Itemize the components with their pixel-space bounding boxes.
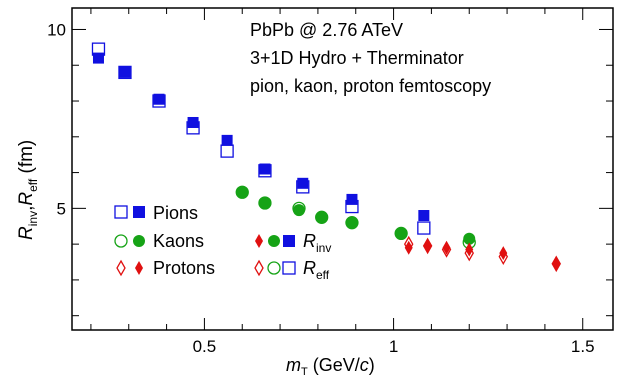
y-tick-label: 5 (57, 199, 66, 218)
legend-reff-kaon-marker (267, 261, 281, 275)
y-axis-label-r1-sub: inv (26, 211, 40, 226)
proton-rinv-point (499, 246, 508, 261)
pion-rinv-point (259, 163, 271, 175)
legend-kaon-open-marker (114, 234, 128, 248)
x-tick-label: 1.5 (571, 337, 595, 356)
y-axis-label-r1: R (16, 226, 37, 240)
kaon-rinv-point (395, 227, 408, 240)
pion-reff-point (417, 221, 431, 235)
pion-rinv-point (119, 66, 131, 78)
legend-rinv-main: R (303, 231, 316, 251)
pion-rinv-point (418, 210, 430, 222)
legend-rinv-pion-marker (283, 235, 295, 247)
y-axis-label-r2-sub: eff (26, 178, 40, 192)
legend: Pions Kaons Protons Rinv Reff (114, 203, 331, 282)
kaon-rinv-point (345, 216, 358, 229)
legend-kaon-filled-marker (133, 235, 145, 247)
kaon-rinv-point (236, 186, 249, 199)
legend-proton-filled-marker (135, 261, 143, 275)
legend-reff-pion-marker (282, 261, 296, 275)
x-axis-label: mT (GeV/c) (286, 355, 375, 378)
kaon-rinv-point (292, 204, 305, 217)
axis-ticks (72, 8, 613, 330)
x-axis-label-sub: T (301, 366, 308, 378)
y-axis-label: Rinv,Reff (fm) (16, 140, 40, 240)
x-axis-label-unit: (GeV/ (308, 355, 360, 375)
y-axis-label-unit: (fm) (16, 140, 37, 179)
kaon-rinv-point (258, 196, 271, 209)
y-tick-label: 10 (47, 20, 66, 39)
legend-rinv-kaon-marker (268, 235, 280, 247)
pion-rinv-point (221, 134, 233, 146)
x-tick-label: 0.5 (193, 337, 217, 356)
legend-reff-sub: eff (316, 268, 330, 282)
proton-rinv-point (552, 256, 561, 271)
x-tick-label: 1 (389, 337, 398, 356)
y-axis-label-sep: , (16, 206, 37, 211)
x-axis-label-unit-end: ) (369, 355, 375, 375)
annotation-model: 3+1D Hydro + Therminator (250, 48, 464, 68)
y-axis-label-r2: R (16, 192, 37, 206)
pion-rinv-point (153, 93, 165, 105)
pion-reff-point (118, 65, 132, 80)
legend-reff-label: Reff (303, 258, 330, 282)
legend-pion-filled-marker (133, 206, 145, 218)
legend-reff-main: R (303, 258, 316, 278)
x-axis-label-unit-var: c (360, 355, 369, 375)
legend-proton-open-marker (116, 259, 126, 277)
legend-pion-open-marker (114, 205, 128, 219)
proton-rinv-point (465, 242, 474, 257)
pion-rinv-point (187, 116, 199, 128)
legend-rinv-proton-marker (255, 234, 263, 248)
annotation-system: PbPb @ 2.76 ATeV (250, 20, 403, 40)
legend-kaon-label: Kaons (153, 231, 204, 251)
legend-rinv-label: Rinv (303, 231, 331, 255)
proton-rinv-point (404, 240, 413, 255)
data-markers (91, 42, 562, 273)
legend-rinv-sub: inv (316, 241, 331, 255)
x-axis-label-main: m (286, 355, 301, 375)
legend-reff-proton-marker (254, 259, 264, 277)
legend-proton-label: Protons (153, 258, 215, 278)
proton-rinv-point (423, 238, 432, 253)
annotation-method: pion, kaon, proton femtoscopy (250, 76, 491, 96)
pion-rinv-point (346, 193, 358, 205)
pion-rinv-point (92, 52, 104, 64)
proton-rinv-point (442, 240, 451, 255)
pion-rinv-point (297, 177, 309, 189)
legend-pion-label: Pions (153, 203, 198, 223)
kaon-rinv-point (463, 232, 476, 245)
kaon-rinv-point (315, 211, 328, 224)
pion-reff-point (220, 144, 234, 158)
plot-frame (71, 7, 614, 331)
tick-labels: 0.5 1 1.5 5 10 (47, 20, 594, 356)
